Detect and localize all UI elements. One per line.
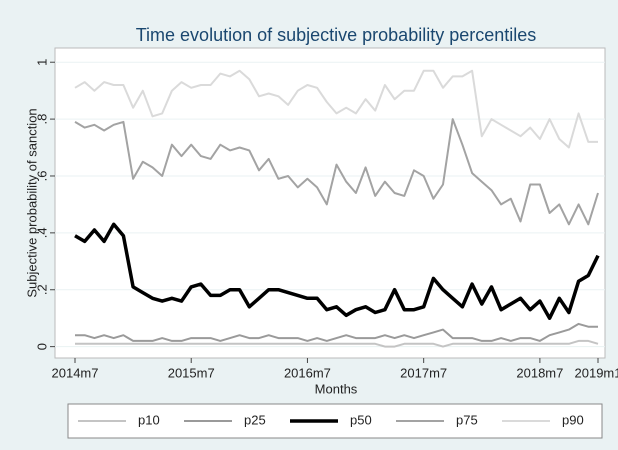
x-tick-label: 2019m1 — [575, 365, 618, 380]
x-tick-label: 2016m7 — [284, 365, 331, 380]
plot-area — [54, 47, 606, 359]
legend-label: p75 — [456, 412, 478, 427]
series-line — [75, 322, 598, 342]
series-line — [74, 222, 600, 320]
x-tick-label: 2015m7 — [168, 365, 215, 380]
legend-label: p90 — [562, 412, 584, 427]
y-tick-label: 0 — [34, 343, 49, 350]
x-axis-title: Months — [315, 381, 358, 396]
legend-label: p25 — [244, 412, 266, 427]
legend-label: p10 — [138, 412, 160, 427]
legend-label: p50 — [350, 412, 372, 427]
y-tick-label: 1 — [34, 59, 49, 66]
chart-title: Time evolution of subjective probability… — [136, 25, 537, 45]
y-tick-label: .8 — [34, 114, 49, 125]
y-tick-label: .4 — [34, 227, 49, 238]
series-line — [74, 118, 599, 226]
x-tick-label: 2018m7 — [516, 365, 563, 380]
series-line — [74, 69, 598, 149]
y-tick-label: .2 — [34, 284, 49, 295]
y-tick-label: .6 — [34, 171, 49, 182]
series-line — [75, 339, 599, 348]
x-tick-label: 2014m7 — [52, 365, 99, 380]
y-axis-title: Subjective probability of sanction — [24, 108, 39, 297]
x-tick-label: 2017m7 — [400, 365, 447, 380]
